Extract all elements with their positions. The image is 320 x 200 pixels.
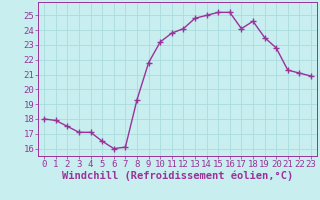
X-axis label: Windchill (Refroidissement éolien,°C): Windchill (Refroidissement éolien,°C)	[62, 171, 293, 181]
